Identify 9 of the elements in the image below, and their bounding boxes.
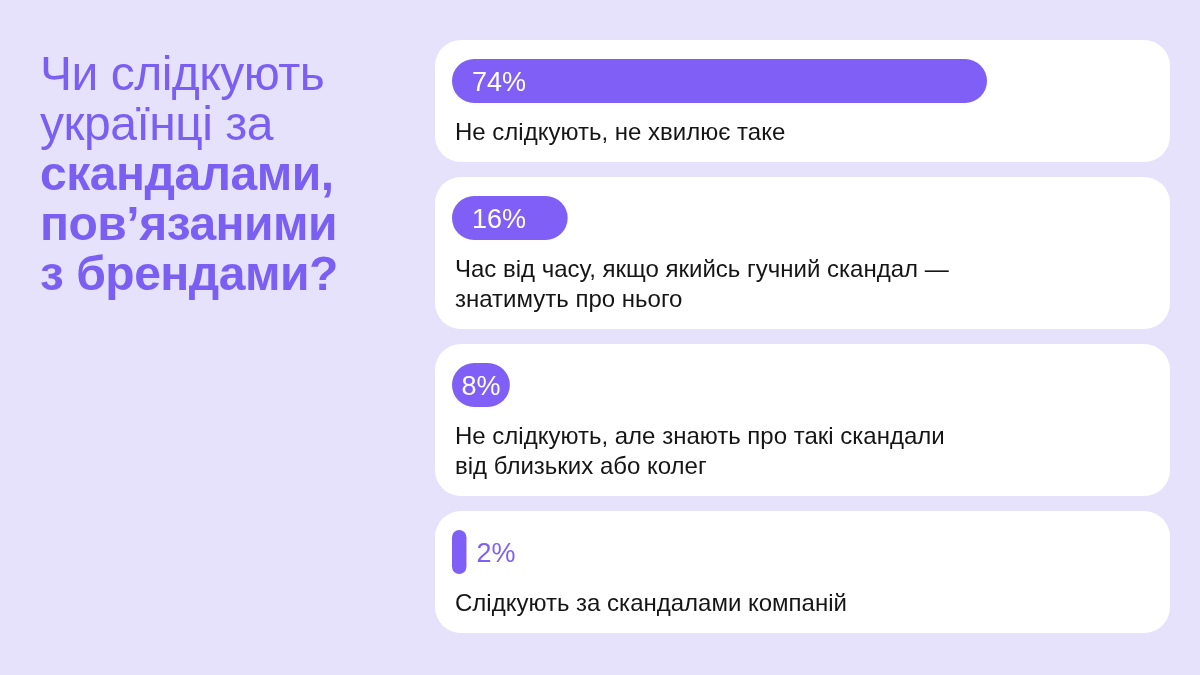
text: Чи слідкують українці за скандалами, пов’язаними з брендами? (40, 47, 338, 300)
y-tick-label: Не слідкують, але знають про такі скандали від близьких або колег (455, 422, 945, 479)
y-tick-label: Слідкують за скандалами компаній (455, 589, 847, 616)
data-label: 74% (472, 67, 527, 97)
y-tick-label: Час від часу, якщо якийсь гучний скандал — знатимуть про нього (455, 255, 949, 312)
data-label: 16% (472, 204, 527, 234)
data-label: 2% (476, 538, 516, 568)
y-tick-label: Не слідкують, не хвилює таке (455, 118, 786, 145)
data-label: 8% (461, 371, 501, 401)
